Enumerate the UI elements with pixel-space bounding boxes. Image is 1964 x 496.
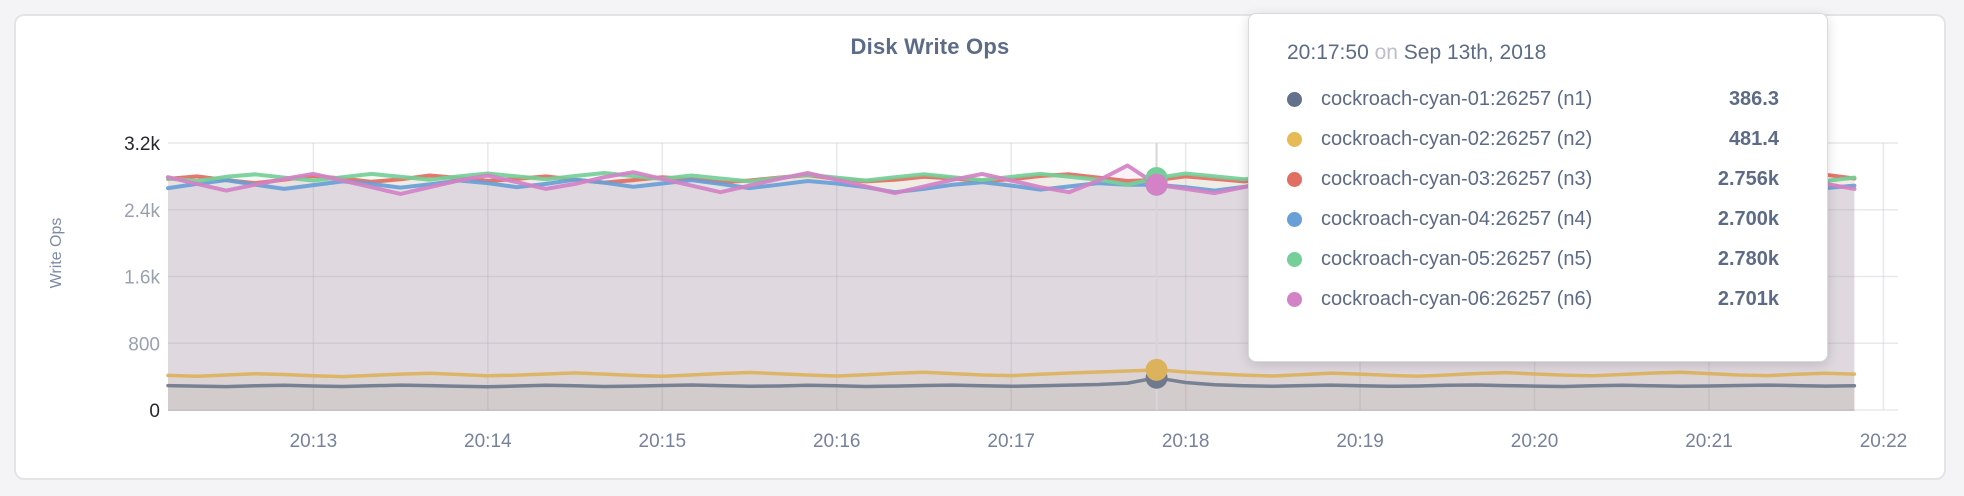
tooltip-time: 20:17:50 (1287, 41, 1369, 64)
y-tick-label: 0 (149, 401, 160, 422)
tooltip-date: Sep 13th, 2018 (1403, 41, 1547, 64)
tooltip-series-label: cockroach-cyan-02:26257 (n2) (1321, 127, 1593, 150)
tooltip-series-value: 2.756k (1717, 167, 1779, 190)
tooltip-rows: cockroach-cyan-01:26257 (n1) 386.3 cockroa… (1287, 79, 1827, 319)
tooltip-row: cockroach-cyan-01:26257 (n1) 386.3 (1287, 79, 1779, 119)
tooltip-header: 20:17:50 on Sep 13th, 2018 (1287, 41, 1827, 65)
series-color-dot-icon (1287, 91, 1302, 107)
tooltip-series-value: 2.780k (1717, 247, 1779, 270)
tooltip-row: cockroach-cyan-03:26257 (n3) 2.756k (1287, 159, 1779, 199)
hover-point-n2[interactable] (1145, 358, 1168, 381)
x-tick-label: 20:20 (1511, 431, 1559, 452)
tooltip-row: cockroach-cyan-06:26257 (n6) 2.701k (1287, 279, 1779, 319)
series-line-n2[interactable] (166, 368, 1857, 379)
y-tick-label: 1.6k (124, 268, 160, 289)
x-tick-label: 20:21 (1685, 431, 1733, 452)
x-tick-label: 20:17 (987, 431, 1035, 452)
x-tick-label: 20:22 (1860, 431, 1908, 452)
hover-tooltip: 20:17:50 on Sep 13th, 2018 cockroach-cya… (1248, 13, 1828, 362)
tooltip-series-label: cockroach-cyan-05:26257 (n5) (1321, 247, 1593, 270)
series-color-dot-icon (1287, 131, 1302, 147)
y-tick-label: 3.2k (124, 134, 160, 155)
series-line-n1[interactable] (166, 376, 1857, 389)
tooltip-series-value: 2.700k (1717, 207, 1779, 230)
hover-point-n6[interactable] (1145, 173, 1168, 196)
x-tick-label: 20:14 (464, 431, 512, 452)
y-axis-label: Write Ops (48, 217, 65, 289)
x-tick-label: 20:15 (639, 431, 687, 452)
tooltip-series-label: cockroach-cyan-03:26257 (n3) (1321, 167, 1593, 190)
y-tick-label: 2.4k (124, 201, 160, 222)
tooltip-connector: on (1374, 41, 1398, 64)
series-color-dot-icon (1287, 251, 1302, 267)
x-tick-label: 20:13 (290, 431, 338, 452)
series-color-dot-icon (1287, 171, 1302, 187)
tooltip-series-label: cockroach-cyan-04:26257 (n4) (1321, 207, 1593, 230)
tooltip-series-label: cockroach-cyan-06:26257 (n6) (1321, 287, 1593, 310)
y-tick-label: 800 (128, 334, 160, 355)
tooltip-row: cockroach-cyan-02:26257 (n2) 481.4 (1287, 119, 1779, 159)
tooltip-series-value: 386.3 (1728, 87, 1779, 110)
tooltip-series-value: 481.4 (1728, 127, 1779, 150)
x-tick-label: 20:16 (813, 431, 861, 452)
series-area-n2 (168, 369, 1855, 411)
series-color-dot-icon (1287, 211, 1302, 227)
chart-title: Disk Write Ops (850, 34, 1010, 59)
tooltip-series-label: cockroach-cyan-01:26257 (n1) (1321, 87, 1593, 110)
series-color-dot-icon (1287, 291, 1302, 307)
tooltip-row: cockroach-cyan-04:26257 (n4) 2.700k (1287, 199, 1779, 239)
x-tick-label: 20:19 (1336, 431, 1384, 452)
x-tick-label: 20:18 (1162, 431, 1210, 452)
tooltip-row: cockroach-cyan-05:26257 (n5) 2.780k (1287, 239, 1779, 279)
tooltip-series-value: 2.701k (1717, 287, 1779, 310)
